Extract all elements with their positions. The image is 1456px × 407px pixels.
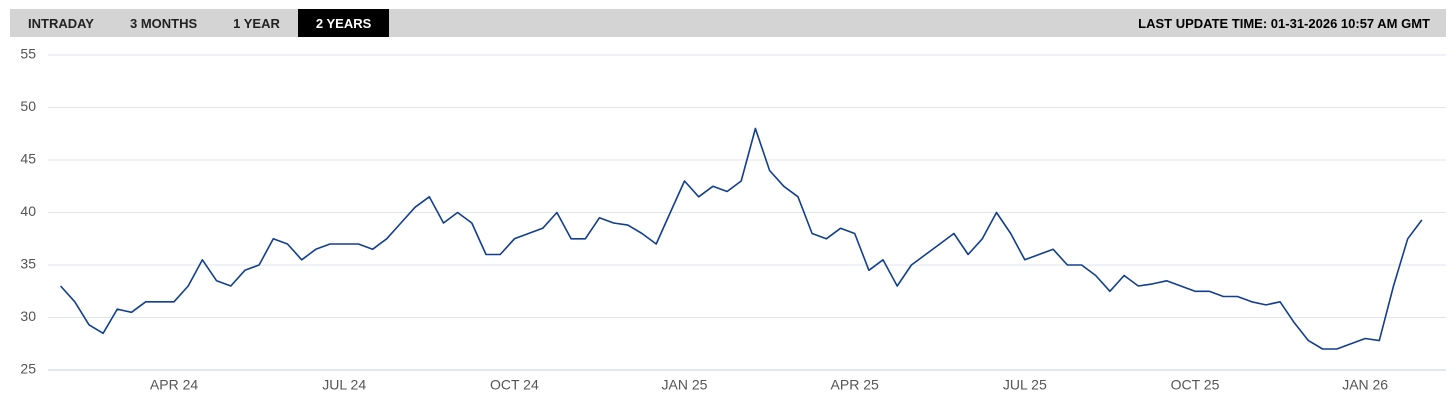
y-tick-label: 45 xyxy=(20,151,36,167)
y-tick-label: 30 xyxy=(20,308,36,324)
last-update: LAST UPDATE TIME: 01-31-2026 10:57 AM GM… xyxy=(1138,15,1430,31)
y-tick-label: 35 xyxy=(20,256,36,272)
x-tick-label: APR 25 xyxy=(831,377,879,393)
price-line xyxy=(60,127,1423,350)
y-tick-label: 50 xyxy=(20,98,36,114)
range-tab[interactable]: 3 MONTHS xyxy=(129,15,198,31)
x-tick-label: OCT 24 xyxy=(490,377,539,393)
y-tick-label: 40 xyxy=(20,203,36,219)
x-tick-label: JUL 25 xyxy=(1003,377,1047,393)
x-tick-label: JUL 24 xyxy=(322,377,366,393)
y-tick-label: 55 xyxy=(20,46,36,62)
x-tick-label: APR 24 xyxy=(150,377,198,393)
range-tab[interactable]: 1 YEAR xyxy=(233,15,280,31)
tab-bar: INTRADAY 3 MONTHS 1 YEAR 2 YEARS LAST UPDATE… xyxy=(10,9,1446,37)
x-tick-label: JAN 26 xyxy=(1342,377,1388,393)
y-tick-label: 25 xyxy=(20,361,36,377)
x-tick-label: OCT 25 xyxy=(1171,377,1220,393)
range-tab[interactable]: 2 YEARS xyxy=(297,9,390,37)
x-tick-label: JAN 25 xyxy=(662,377,708,393)
range-tab[interactable]: INTRADAY xyxy=(28,15,94,31)
